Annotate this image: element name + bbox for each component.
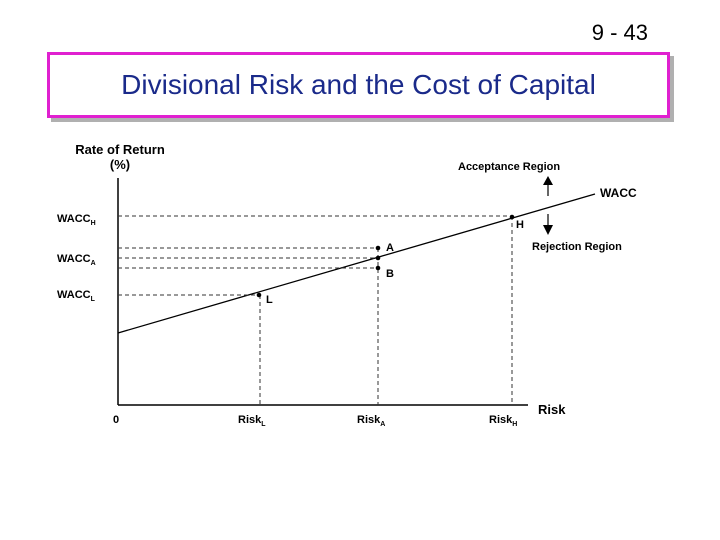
point-a: [375, 245, 381, 251]
down-arrow-icon: [543, 214, 553, 235]
x-tick-risk-a: RiskA: [357, 414, 385, 428]
point-h-label: H: [516, 219, 524, 231]
point-b: [375, 265, 381, 271]
y-axis-label-line1: Rate of Return: [75, 142, 165, 157]
wacc-line-label: WACC: [600, 186, 637, 200]
point-b-label: B: [386, 268, 394, 280]
origin-label: 0: [113, 414, 119, 426]
y-tick-wacc-h: WACCH: [57, 213, 96, 227]
point-wacc-a: [375, 255, 381, 261]
y-tick-wacc-l: WACCL: [57, 289, 96, 303]
point-l-label: L: [266, 294, 273, 306]
rejection-region-label: Rejection Region: [532, 241, 622, 253]
x-tick-risk-l: RiskL: [238, 414, 266, 428]
wacc-line: [117, 193, 596, 334]
point-a-label: A: [386, 242, 394, 254]
title-box: Divisional Risk and the Cost of Capital: [47, 52, 670, 118]
up-arrow-icon: [543, 176, 553, 196]
x-tick-risk-h: RiskH: [489, 414, 517, 428]
point-h: [509, 214, 515, 220]
slide-title: Divisional Risk and the Cost of Capital: [121, 69, 596, 100]
point-l: [256, 292, 262, 298]
x-axis-label: Risk: [538, 402, 566, 417]
slide-number: 9 - 43: [591, 20, 648, 45]
y-axis-label-line2: (%): [110, 157, 130, 172]
y-tick-wacc-a: WACCA: [57, 253, 96, 267]
acceptance-region-label: Acceptance Region: [458, 161, 560, 173]
